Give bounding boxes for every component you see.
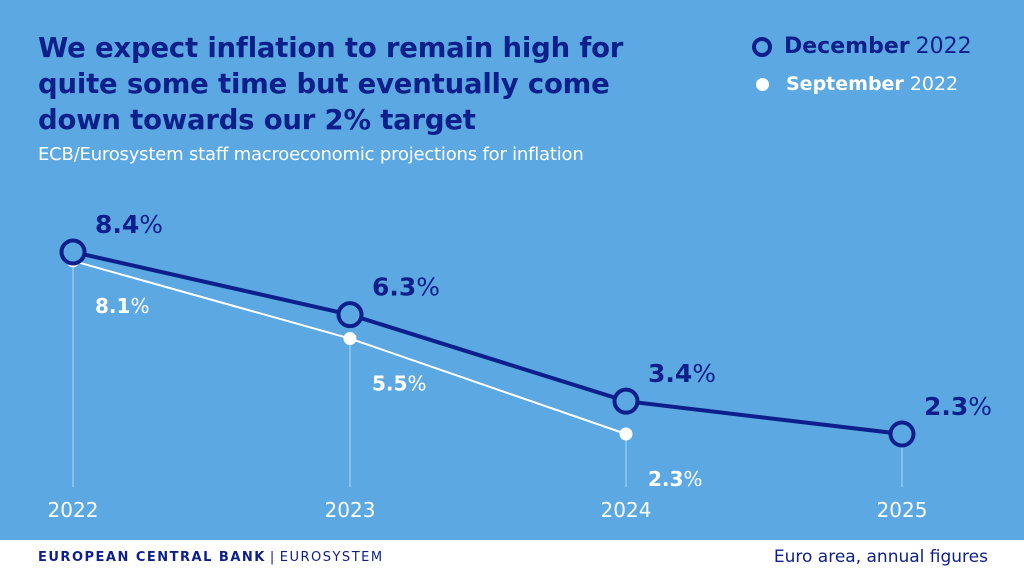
point-december [336,301,364,329]
point-december [888,420,916,448]
footer-separator: | [269,550,276,565]
point-september [619,427,633,441]
data-label-september: 5.5% [372,372,426,396]
data-label-december: 6.3% [372,273,440,302]
legend-december-month: December [784,34,910,59]
legend-december-year: 2022 [915,34,972,59]
legend-item-september: September 2022 [756,73,958,95]
point-december [59,238,87,266]
data-label-september: 8.1% [95,294,149,318]
ring-marker-icon [752,36,772,57]
point-december [612,387,640,415]
dot-marker-icon [756,77,769,91]
data-label-december: 3.4% [648,359,716,388]
data-label-december: 2.3% [924,392,992,421]
legend-item-december: December 2022 [752,34,972,59]
x-tick-label: 2022 [48,498,99,522]
ecb-logo-text: EUROPEAN CENTRAL BANK | EUROSYSTEM [38,550,384,565]
chart-panel [0,0,1024,540]
series-line-december [72,250,903,436]
data-label-september: 2.3% [648,467,702,491]
legend-september-month: September [786,73,904,95]
line-chart: 8.4% 6.3% 3.4% 2.3% 8.1% 5.5% 2.3% 2022 2023 2024… [48,210,993,522]
chart-title: We expect inflation to remain high for q… [38,32,624,136]
data-label-december: 8.4% [95,210,163,239]
footer-bank-name: EUROPEAN CENTRAL BANK [38,550,266,565]
legend-september-year: 2022 [909,73,959,95]
chart-subtitle: ECB/Eurosystem staff macroeconomic proje… [38,144,584,165]
x-tick-label: 2024 [601,498,652,522]
x-tick-label: 2023 [325,498,376,522]
footer-note: Euro area, annual figures [773,547,988,567]
x-tick-label: 2025 [877,498,928,522]
footer-system-name: EUROSYSTEM [279,550,384,565]
point-september [343,332,357,346]
